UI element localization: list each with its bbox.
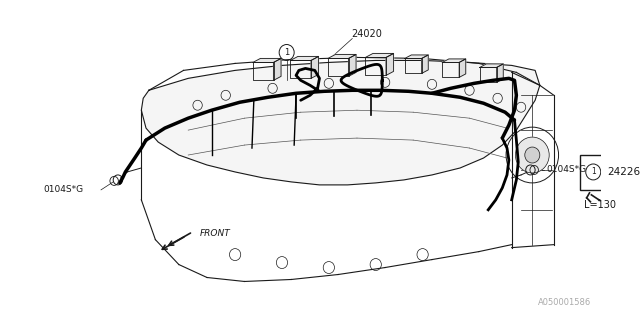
- Text: 0104S*G: 0104S*G: [43, 185, 83, 194]
- Text: 1: 1: [284, 48, 289, 57]
- Polygon shape: [404, 55, 428, 59]
- Polygon shape: [349, 54, 356, 76]
- Polygon shape: [459, 59, 466, 77]
- Circle shape: [525, 147, 540, 163]
- Circle shape: [515, 137, 549, 173]
- Text: 24020: 24020: [351, 28, 382, 38]
- Text: 1: 1: [591, 167, 596, 176]
- Polygon shape: [422, 55, 428, 73]
- Polygon shape: [386, 53, 394, 76]
- Polygon shape: [328, 54, 356, 59]
- Polygon shape: [141, 60, 540, 185]
- Polygon shape: [291, 56, 319, 60]
- Polygon shape: [253, 59, 281, 62]
- Polygon shape: [273, 59, 281, 80]
- Text: A050001586: A050001586: [538, 298, 591, 307]
- Text: L=130: L=130: [584, 200, 616, 210]
- Polygon shape: [442, 59, 466, 62]
- Bar: [580, 155, 640, 190]
- Text: 0104S*G: 0104S*G: [547, 165, 586, 174]
- Polygon shape: [480, 64, 503, 68]
- Polygon shape: [311, 56, 319, 78]
- Text: 24226: 24226: [607, 167, 640, 177]
- Polygon shape: [365, 53, 394, 58]
- Polygon shape: [497, 64, 503, 82]
- Text: FRONT: FRONT: [200, 229, 230, 238]
